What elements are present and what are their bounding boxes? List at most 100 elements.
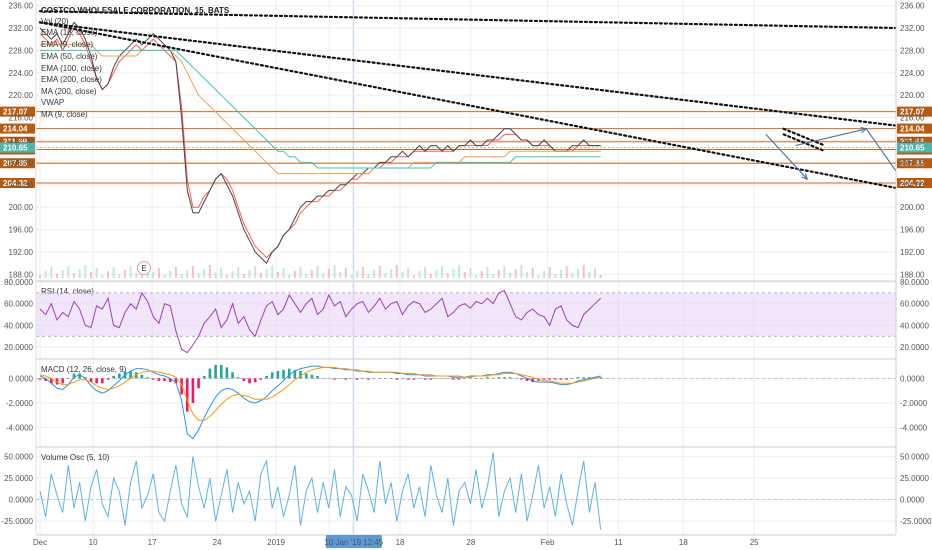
projection-segment[interactable]: [795, 128, 867, 147]
volume-bar: [407, 268, 410, 278]
macd-histogram-bar: [389, 378, 393, 379]
price-level-tag-right: [897, 136, 932, 147]
volume-bar: [208, 265, 211, 278]
macd-histogram-bar: [310, 374, 314, 379]
price-level-tag-left-text: 211.69: [3, 138, 28, 147]
volume-bar: [344, 268, 347, 278]
volume-bar: [101, 275, 104, 278]
macd-histogram-bar: [163, 378, 166, 381]
trendline[interactable]: [38, 10, 896, 30]
volume-bar: [248, 270, 251, 278]
y-tick-label-right: 80.0000: [900, 278, 929, 287]
macd-line: [39, 365, 601, 440]
volume-bar: [588, 272, 591, 278]
volume-bar: [163, 275, 166, 278]
rsi-title: RSI (14, close): [41, 287, 94, 296]
x-tick-label: 18: [679, 538, 688, 547]
volume-bar: [594, 268, 597, 278]
y-tick-label-right: 216.00: [900, 114, 925, 123]
volume-bar: [203, 269, 206, 278]
x-tick-label: 28: [466, 538, 475, 547]
y-tick-label-right: 188.00: [900, 270, 925, 279]
volume-bar: [577, 269, 580, 278]
macd-histogram-bar: [401, 378, 404, 379]
macd-histogram-bar: [344, 378, 348, 380]
y-tick-label-left: -25.0000: [1, 517, 33, 526]
y-tick-label-left: -4.0000: [6, 424, 34, 433]
volume-bar: [72, 273, 75, 278]
projection-segment[interactable]: [765, 133, 808, 180]
macd-histogram-bar: [282, 369, 285, 379]
macd-histogram-bar: [395, 378, 399, 380]
price-level-tag-right-text: 211.69: [900, 138, 925, 147]
volume-bar: [458, 265, 461, 278]
rsi-panel[interactable]: RSI (14, close): [36, 287, 896, 354]
x-tick-label: 24: [213, 538, 222, 547]
x-tick-label: 17: [148, 538, 157, 547]
volume-bar: [44, 271, 47, 278]
macd-histogram-bar: [554, 378, 557, 380]
volume-bar: [378, 266, 381, 278]
earnings-marker[interactable]: E: [137, 261, 151, 275]
price-panel[interactable]: E COSTCO WHOLESALE CORPORATION, 15, BATS…: [0, 6, 932, 278]
volume-bar: [418, 271, 421, 278]
volume-bar: [293, 271, 296, 278]
y-tick-label-right: 0.0000: [900, 496, 925, 505]
earnings-circle[interactable]: [137, 261, 151, 275]
macd-panel[interactable]: MACD (12, 26, close, 9): [36, 364, 896, 440]
trendline[interactable]: [38, 21, 932, 201]
y-tick-label-right: 40.0000: [900, 321, 929, 330]
volume-bar: [356, 271, 359, 278]
macd-histogram-bar: [304, 373, 308, 379]
volume-bar: [526, 272, 529, 278]
volume-bar: [129, 266, 132, 278]
projection-arrowhead: [801, 173, 809, 181]
volume-bar: [361, 267, 364, 278]
x-tick-label: 11: [614, 538, 623, 547]
trendline[interactable]: [782, 127, 827, 147]
macd-histogram-bar: [174, 378, 178, 384]
macd-histogram-bar: [378, 378, 382, 379]
volume-bar: [435, 270, 438, 278]
macd-histogram-bar: [593, 377, 597, 379]
macd-histogram-bar: [559, 378, 563, 380]
y-tick-label-right: 50.0000: [900, 453, 929, 462]
macd-histogram-bar: [134, 372, 138, 379]
volume-bar: [152, 272, 155, 278]
y-tick-label-right: -4.0000: [900, 424, 928, 433]
trendline[interactable]: [782, 133, 827, 153]
y-tick-label-right: -2.0000: [900, 399, 928, 408]
volume-bar: [333, 265, 336, 278]
volume-bar: [327, 269, 330, 278]
macd-histogram-bar: [463, 378, 467, 379]
volume-bar: [50, 267, 53, 278]
volume-osc-panel[interactable]: Volume Osc (5, 10): [36, 452, 896, 530]
macd-histogram-bar: [78, 373, 81, 379]
y-tick-label-right: -25.0000: [900, 517, 932, 526]
macd-histogram-bar: [474, 378, 478, 379]
volume-bar: [582, 265, 585, 278]
trendline[interactable]: [38, 21, 932, 151]
horizontal-levels: [36, 111, 896, 184]
price-level-tag-left-text: 204.32: [3, 179, 28, 188]
trendlines[interactable]: [38, 10, 932, 201]
y-tick-label-left: 200.00: [9, 203, 34, 212]
price-level-tag-right: [897, 123, 932, 134]
y-tick-label-left: 60.0000: [4, 300, 33, 309]
y-tick-label-right: 236.00: [900, 2, 925, 11]
volume-bar: [339, 272, 342, 278]
macd-histogram-bar: [588, 377, 591, 379]
price-level-tag-right-text: 217.07: [900, 108, 925, 117]
volume-osc-title: Volume Osc (5, 10): [41, 453, 110, 462]
volume-bar: [135, 273, 138, 278]
price-level-tag-left: [0, 158, 35, 169]
macd-histogram-bar: [157, 378, 161, 381]
volume-bar: [310, 270, 313, 278]
y-tick-label-left: 50.0000: [4, 453, 33, 462]
ema-100-line: [40, 49, 601, 169]
macd-histogram-bar: [197, 378, 200, 389]
macd-histogram-bar: [418, 378, 421, 379]
y-tick-label-left: 232.00: [9, 24, 34, 33]
volume-bar: [548, 267, 551, 278]
